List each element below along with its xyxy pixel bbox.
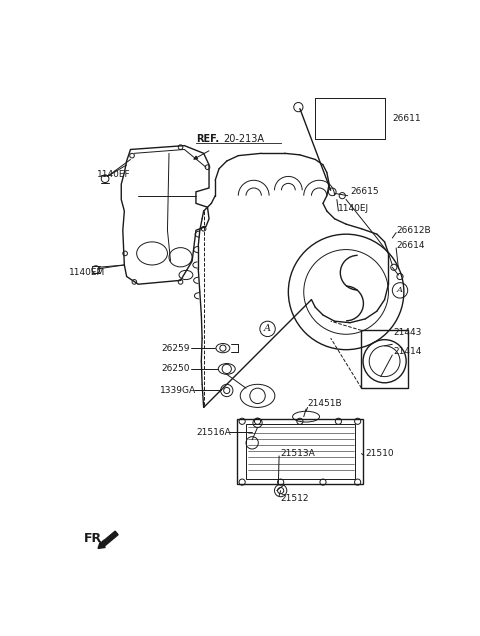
Text: 26611: 26611 [392,114,421,123]
Text: 21512: 21512 [281,494,309,503]
Text: 21451B: 21451B [308,399,342,408]
Text: 1140EF: 1140EF [96,170,130,179]
Text: 26612B: 26612B [396,226,431,235]
Text: 21414: 21414 [394,347,422,357]
Text: 26250: 26250 [161,364,190,373]
Text: FR.: FR. [84,532,108,545]
Text: 21513A: 21513A [281,449,315,458]
Text: A: A [397,286,403,294]
Text: REF.: REF. [196,134,219,144]
Text: 26615: 26615 [350,188,379,197]
Bar [361,331,408,388]
Text: 26259: 26259 [161,343,190,352]
Text: 21443: 21443 [394,328,422,337]
Text: 1140EJ: 1140EJ [338,204,370,213]
Text: A: A [264,324,271,333]
Text: 21510: 21510 [365,449,394,458]
Text: 26614: 26614 [396,241,425,250]
FancyArrow shape [98,531,118,548]
Text: 1339GA: 1339GA [160,386,196,395]
Text: 20-213A: 20-213A [223,134,264,144]
Text: 21516A: 21516A [196,427,231,436]
Text: 1140EM: 1140EM [69,268,105,277]
